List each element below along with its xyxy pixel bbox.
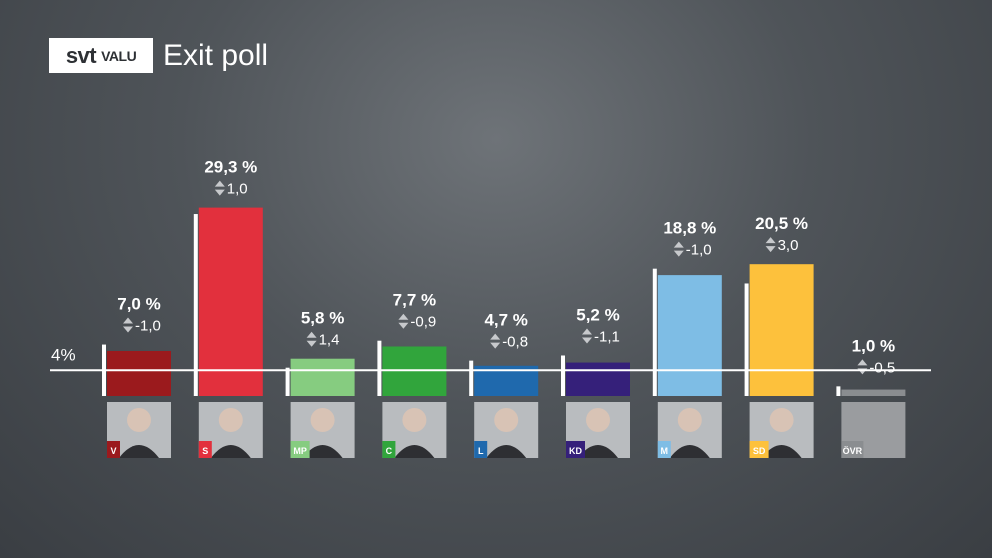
change-down-arrow-icon bbox=[306, 340, 317, 347]
value-label-s: 29,3 % bbox=[204, 158, 257, 177]
portrait-head-v bbox=[127, 408, 151, 432]
previous-result-bar-m bbox=[652, 268, 657, 396]
bar-mp bbox=[290, 358, 355, 396]
party-badge-kd bbox=[566, 441, 585, 458]
change-label-l: -0,8 bbox=[502, 334, 528, 351]
portrait-head-m bbox=[677, 408, 702, 432]
page-title: Exit poll bbox=[163, 38, 269, 72]
change-label-mp: 1,4 bbox=[319, 332, 340, 349]
value-label-sd: 20,5 % bbox=[755, 214, 808, 233]
change-down-arrow-icon bbox=[214, 189, 225, 196]
party-badge-m bbox=[657, 441, 671, 458]
previous-result-bar-c bbox=[377, 340, 382, 396]
party-badge-v bbox=[107, 441, 120, 458]
change-down-arrow-icon bbox=[673, 250, 684, 257]
change-label-kd: -1,1 bbox=[594, 328, 620, 345]
party-badge-label-kd: KD bbox=[569, 446, 582, 456]
change-label-v: -1,0 bbox=[135, 318, 161, 335]
party-badge-c bbox=[382, 441, 396, 458]
svt-valu-logo: svt VALU bbox=[49, 38, 153, 73]
portrait-shoulders-sd bbox=[761, 445, 802, 458]
previous-result-bar-l bbox=[469, 360, 474, 396]
party-badge-label-s: S bbox=[202, 446, 208, 456]
change-label-s: 1,0 bbox=[227, 181, 248, 198]
change-down-arrow-icon bbox=[582, 337, 592, 344]
bar-s bbox=[198, 207, 263, 396]
portrait-shoulders-mp bbox=[302, 445, 343, 458]
portrait-head-c bbox=[402, 408, 427, 432]
party-badge-label-m: M bbox=[661, 446, 669, 456]
previous-result-bar-mp bbox=[285, 367, 290, 396]
party-badge-s bbox=[198, 441, 212, 458]
change-down-arrow-icon bbox=[857, 368, 868, 375]
value-label-ovr: 1,0 % bbox=[852, 336, 895, 355]
party-badge-label-sd: SD bbox=[753, 446, 766, 456]
value-label-mp: 5,8 % bbox=[301, 309, 344, 328]
change-up-arrow-icon bbox=[123, 317, 133, 324]
change-label-ovr: -0,5 bbox=[869, 359, 895, 376]
portrait-shoulders-kd bbox=[578, 445, 618, 458]
previous-result-bar-ovr bbox=[836, 386, 841, 396]
previous-result-bar-s bbox=[193, 214, 198, 396]
portrait-shoulders-l bbox=[486, 445, 527, 458]
party-badge-l bbox=[474, 441, 488, 458]
change-down-arrow-icon bbox=[765, 246, 776, 253]
change-up-arrow-icon bbox=[490, 333, 501, 340]
party-badge-ovr bbox=[841, 441, 864, 458]
logo-valu: VALU bbox=[101, 47, 137, 64]
party-badge-label-v: V bbox=[110, 446, 116, 456]
portrait-shoulders-m bbox=[669, 445, 710, 458]
change-up-arrow-icon bbox=[582, 328, 592, 335]
portrait-head-kd bbox=[586, 408, 610, 432]
portrait-shoulders-c bbox=[394, 445, 435, 458]
previous-result-bar-kd bbox=[561, 355, 565, 396]
value-label-c: 7,7 % bbox=[393, 291, 436, 310]
bar-m bbox=[657, 275, 722, 396]
value-label-v: 7,0 % bbox=[117, 295, 160, 314]
party-badge-label-ovr: ÖVR bbox=[843, 446, 863, 456]
change-up-arrow-icon bbox=[306, 331, 317, 338]
bar-kd bbox=[566, 362, 630, 396]
portrait-head-s bbox=[218, 408, 243, 432]
change-down-arrow-icon bbox=[398, 322, 409, 329]
logo-svt: svt bbox=[65, 42, 97, 68]
bar-ovr bbox=[841, 389, 906, 396]
change-down-arrow-icon bbox=[123, 326, 133, 333]
change-down-arrow-icon bbox=[490, 342, 501, 349]
change-up-arrow-icon bbox=[857, 359, 868, 366]
portrait-head-l bbox=[494, 408, 519, 432]
change-up-arrow-icon bbox=[398, 313, 409, 320]
change-label-c: -0,9 bbox=[410, 314, 436, 331]
party-badge-label-c: C bbox=[386, 446, 393, 456]
portrait-shoulders-v bbox=[119, 445, 159, 458]
threshold-label: 4% bbox=[51, 345, 76, 364]
previous-result-bar-sd bbox=[744, 283, 749, 396]
change-label-sd: 3,0 bbox=[778, 237, 799, 254]
change-up-arrow-icon bbox=[214, 180, 225, 187]
value-label-m: 18,8 % bbox=[663, 219, 716, 238]
portrait-head-sd bbox=[769, 408, 794, 432]
portrait-shoulders-s bbox=[210, 445, 251, 458]
header: svt VALU Exit poll bbox=[49, 38, 268, 73]
portrait-head-mp bbox=[310, 408, 335, 432]
bar-sd bbox=[749, 264, 814, 396]
change-up-arrow-icon bbox=[673, 241, 684, 248]
party-badge-label-mp: MP bbox=[293, 446, 307, 456]
value-label-l: 4,7 % bbox=[484, 311, 527, 330]
value-label-kd: 5,2 % bbox=[576, 305, 619, 324]
party-badge-sd bbox=[749, 441, 769, 458]
change-label-m: -1,0 bbox=[686, 242, 712, 259]
bar-v bbox=[107, 350, 171, 396]
party-badge-mp bbox=[290, 441, 310, 458]
change-up-arrow-icon bbox=[765, 237, 776, 244]
party-badge-label-l: L bbox=[478, 446, 484, 456]
